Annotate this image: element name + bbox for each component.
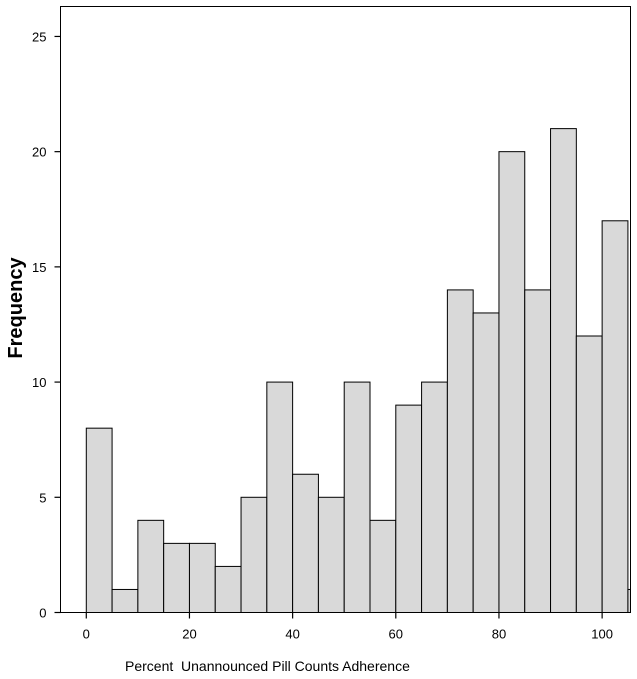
bars-group [85, 128, 631, 613]
x-tick-label: 60 [389, 627, 403, 642]
x-axis: 0 20 40 60 80 100 [83, 612, 613, 642]
histogram-bar [240, 496, 268, 613]
histogram-bar [524, 289, 552, 613]
y-tick-label: 25 [32, 29, 46, 44]
histogram-bar [575, 335, 603, 613]
histogram-bar [627, 588, 631, 613]
histogram-bar [266, 381, 294, 613]
histogram-bar [214, 565, 242, 613]
plot-frame [60, 6, 631, 613]
y-tick-label: 20 [32, 145, 46, 160]
x-tick-label: 40 [285, 627, 299, 642]
x-tick-label: 100 [591, 627, 613, 642]
x-tick-label: 80 [492, 627, 506, 642]
y-axis: 0 5 10 15 20 25 [32, 29, 61, 621]
y-axis-title: Frequency [5, 257, 27, 359]
y-tick-label: 10 [32, 375, 46, 390]
histogram-bar [498, 151, 526, 613]
histogram-bar [550, 128, 577, 613]
histogram-bar [343, 381, 371, 613]
x-tick-label: 20 [182, 627, 196, 642]
y-tick-label: 5 [39, 490, 46, 505]
histogram-bar [292, 473, 319, 613]
histogram-bar [317, 496, 345, 613]
histogram-bar [369, 519, 397, 613]
histogram-bar [111, 588, 139, 613]
x-tick-label: 0 [83, 627, 90, 642]
histogram-bar [421, 381, 448, 613]
histogram-bar [137, 519, 165, 613]
x-axis-title: Percent Unannounced Pill Counts Adherenc… [125, 658, 410, 674]
y-tick-label: 15 [32, 260, 46, 275]
histogram-bar [472, 312, 500, 613]
y-tick-label: 0 [39, 606, 46, 621]
histogram-bar [188, 542, 216, 613]
histogram-bar [163, 542, 190, 613]
histogram-bar [395, 404, 423, 613]
histogram-bar [446, 289, 474, 613]
histogram-bar [601, 220, 629, 613]
histogram-bar [85, 427, 113, 613]
